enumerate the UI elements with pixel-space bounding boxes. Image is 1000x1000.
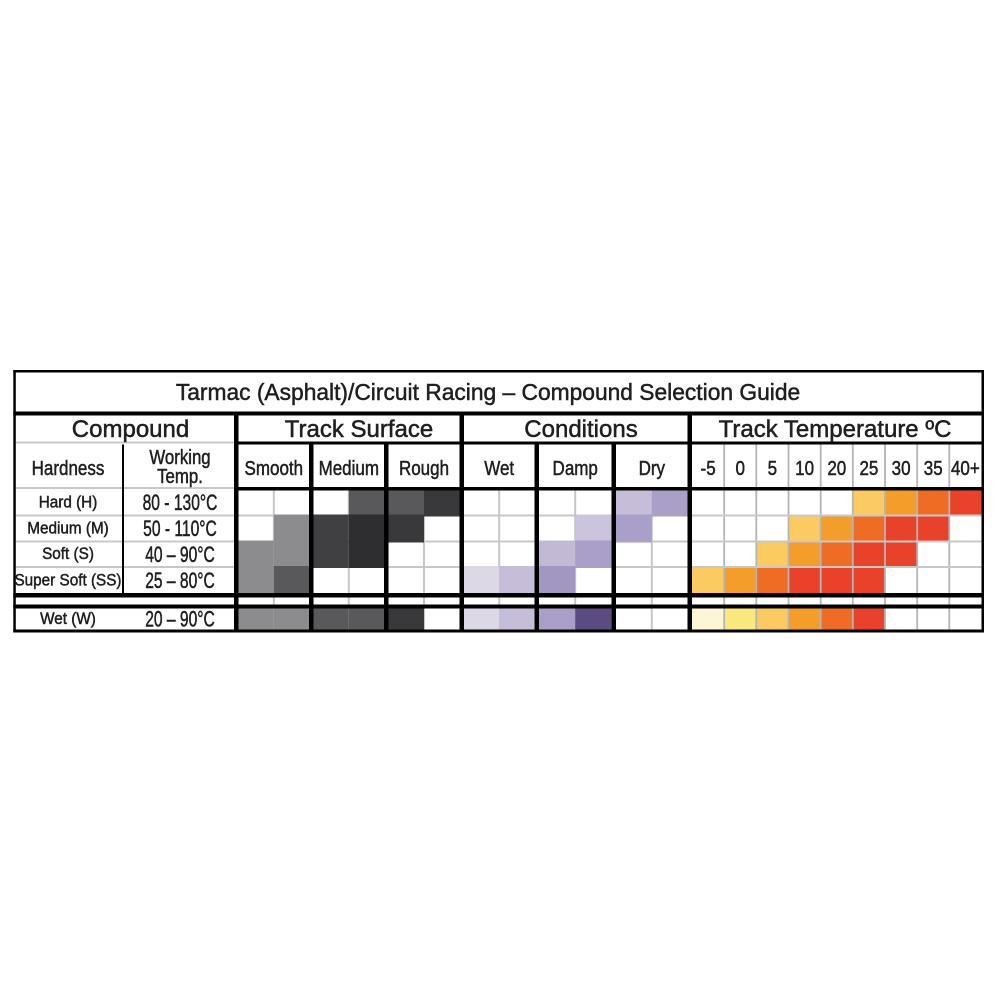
svg-text:40 – 90°C: 40 – 90°C xyxy=(145,543,215,567)
svg-text:50 - 110°C: 50 - 110°C xyxy=(143,518,217,542)
svg-text:40+: 40+ xyxy=(951,456,980,479)
svg-text:Conditions: Conditions xyxy=(524,416,637,443)
svg-text:Super Soft (SS): Super Soft (SS) xyxy=(14,571,121,590)
svg-text:25 – 80°C: 25 – 80°C xyxy=(145,570,215,594)
svg-text:35: 35 xyxy=(924,456,943,479)
svg-text:Compound: Compound xyxy=(72,416,189,443)
svg-text:10: 10 xyxy=(795,456,814,479)
svg-text:5: 5 xyxy=(768,456,777,479)
svg-text:30: 30 xyxy=(892,456,911,479)
svg-text:Wet: Wet xyxy=(484,456,515,479)
svg-text:Track Temperature ºC: Track Temperature ºC xyxy=(719,416,952,443)
svg-text:Temp.: Temp. xyxy=(157,464,203,487)
svg-text:Hard (H): Hard (H) xyxy=(39,493,98,512)
svg-text:Dry: Dry xyxy=(639,456,666,479)
svg-text:Hardness: Hardness xyxy=(32,456,105,479)
svg-text:Rough: Rough xyxy=(399,456,449,479)
svg-text:Smooth: Smooth xyxy=(245,456,304,479)
svg-text:Medium (M): Medium (M) xyxy=(27,519,109,538)
svg-text:Track Surface: Track Surface xyxy=(285,416,434,443)
svg-text:-5: -5 xyxy=(701,456,716,479)
svg-text:Tarmac (Asphalt)/Circuit Racin: Tarmac (Asphalt)/Circuit Racing – Compou… xyxy=(176,379,800,405)
svg-text:Soft (S): Soft (S) xyxy=(42,544,94,563)
svg-text:Wet (W): Wet (W) xyxy=(40,609,96,628)
svg-text:25: 25 xyxy=(859,456,878,479)
svg-text:20: 20 xyxy=(827,456,846,479)
svg-text:0: 0 xyxy=(735,456,744,479)
svg-text:20 – 90°C: 20 – 90°C xyxy=(145,608,215,632)
svg-text:80 - 130°C: 80 - 130°C xyxy=(143,492,218,516)
svg-text:Medium: Medium xyxy=(319,456,379,479)
svg-text:Damp: Damp xyxy=(553,456,598,479)
svg-text:Working: Working xyxy=(149,445,210,468)
